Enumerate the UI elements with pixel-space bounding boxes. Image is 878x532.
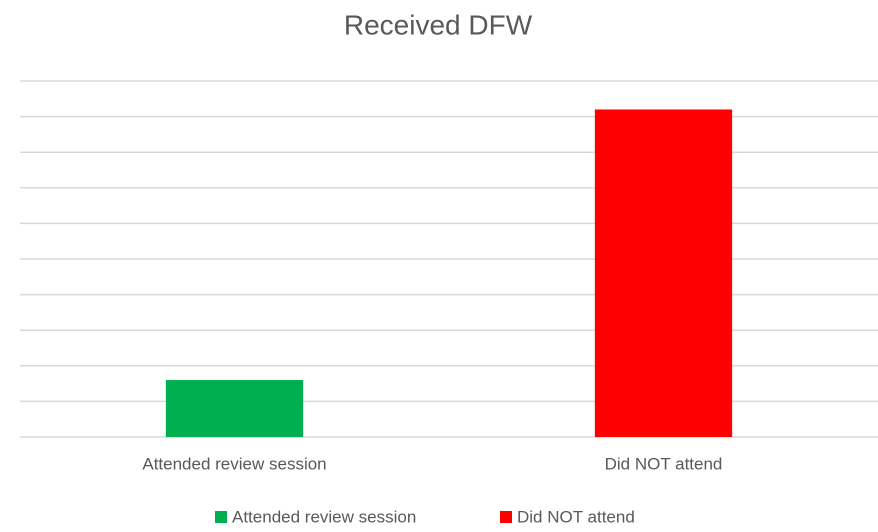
legend-label: Attended review session (232, 507, 416, 526)
legend-label: Did NOT attend (517, 507, 635, 526)
chart-title: Received DFW (344, 9, 533, 40)
legend-swatch (500, 511, 512, 523)
bar (594, 109, 733, 437)
x-tick-label: Attended review session (142, 454, 326, 473)
bar (165, 380, 304, 437)
x-tick-label: Did NOT attend (605, 454, 723, 473)
legend-swatch (215, 511, 227, 523)
